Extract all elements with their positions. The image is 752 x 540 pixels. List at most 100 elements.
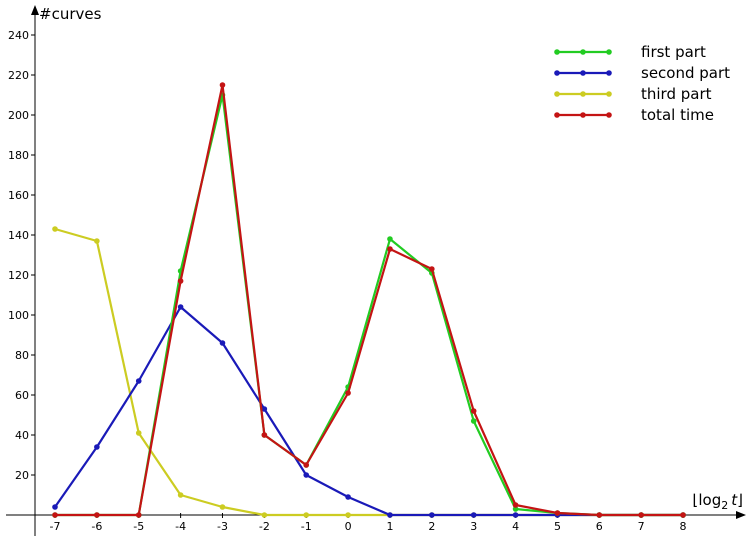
y-tick-label: 140 — [8, 229, 29, 242]
data-point-third-part — [135, 430, 142, 436]
legend-swatch-point — [606, 91, 612, 97]
legend-swatch-point — [580, 70, 586, 76]
y-tick-label: 120 — [8, 269, 29, 282]
data-point-total-time — [345, 390, 351, 396]
data-point-total-time — [638, 512, 644, 518]
legend-swatch-point — [554, 70, 560, 76]
legend-item-second-part: second part — [554, 64, 730, 82]
legend: first part second part third part total tim… — [554, 43, 730, 124]
x-tick-label: -7 — [50, 520, 61, 533]
data-point-total-time — [52, 512, 58, 518]
data-point-second-part — [261, 406, 268, 412]
data-point-total-time — [261, 432, 268, 438]
x-tick-label: -4 — [175, 520, 186, 533]
x-axis-label-subscript: 2 — [721, 499, 728, 512]
y-axis-arrow — [31, 5, 39, 15]
legend-label: third part — [641, 85, 712, 103]
x-tick-label: 3 — [470, 520, 477, 533]
legend-label: total time — [641, 106, 714, 124]
data-point-second-part — [177, 304, 184, 310]
data-point-total-time — [177, 278, 184, 284]
data-point-second-part — [94, 444, 100, 450]
series-layer — [52, 82, 686, 518]
data-point-total-time — [94, 512, 100, 518]
y-tick-label: 20 — [15, 469, 29, 482]
data-point-third-part — [219, 504, 226, 510]
legend-item-first-part: first part — [554, 43, 706, 61]
data-point-second-part — [219, 340, 226, 346]
x-tick-label: 6 — [596, 520, 603, 533]
data-point-total-time — [596, 512, 603, 518]
legend-item-third-part: third part — [554, 85, 712, 103]
y-tick-label: 160 — [8, 189, 29, 202]
legend-swatch-point — [554, 91, 560, 97]
data-point-third-part — [177, 492, 184, 498]
data-point-total-time — [135, 512, 142, 518]
x-tick-label: 2 — [428, 520, 435, 533]
data-point-third-part — [345, 512, 351, 518]
data-point-total-time — [303, 462, 310, 468]
data-point-first-part — [512, 506, 519, 512]
data-point-third-part — [303, 512, 310, 518]
series-total-time — [52, 82, 686, 518]
legend-swatch-point — [606, 49, 612, 55]
data-point-second-part — [512, 512, 519, 518]
data-point-second-part — [345, 494, 351, 500]
data-point-total-time — [387, 246, 393, 252]
x-tick-label: -6 — [91, 520, 102, 533]
legend-label: first part — [641, 43, 706, 61]
legend-item-total-time: total time — [554, 106, 714, 124]
y-tick-label: 180 — [8, 149, 29, 162]
x-axis-label-variable: t — [731, 491, 738, 509]
data-point-total-time — [429, 266, 435, 272]
x-axis-label-floor-left: ⌊log — [693, 491, 722, 509]
x-tick-label: -3 — [217, 520, 228, 533]
x-axis-label: ⌊log2 t⌋ — [693, 491, 743, 512]
series-line-total-time — [55, 83, 683, 517]
y-tick-label: 60 — [15, 389, 29, 402]
y-tick-label: 80 — [15, 349, 29, 362]
x-tick-label: 1 — [386, 520, 393, 533]
data-point-total-time — [680, 512, 686, 518]
data-point-second-part — [303, 472, 310, 478]
y-axis-label: #curves — [39, 5, 102, 23]
data-point-first-part — [470, 418, 477, 424]
data-point-second-part — [429, 512, 435, 518]
data-point-total-time — [512, 502, 519, 508]
x-tick-label: 4 — [512, 520, 519, 533]
x-axis-arrow — [736, 511, 746, 519]
y-tick-label: 40 — [15, 429, 29, 442]
data-point-second-part — [387, 512, 393, 518]
legend-swatch-point — [580, 91, 586, 97]
x-axis-label-floor-right: ⌋ — [737, 491, 743, 509]
legend-swatch-point — [580, 112, 586, 118]
data-point-second-part — [135, 378, 142, 384]
legend-swatch-point — [606, 70, 612, 76]
legend-swatch-point — [554, 49, 560, 55]
legend-swatch-point — [580, 49, 586, 55]
y-tick-label: 200 — [8, 109, 29, 122]
x-axis-ticks: -7 -6 -5 -4 -3 -2 -1 0 1 2 3 4 5 6 7 8 — [50, 513, 687, 533]
legend-label: second part — [641, 64, 730, 82]
data-point-second-part — [470, 512, 477, 518]
x-tick-label: -2 — [259, 520, 270, 533]
data-point-third-part — [52, 226, 58, 232]
x-tick-label: 5 — [554, 520, 561, 533]
data-point-total-time — [554, 510, 561, 516]
data-point-third-part — [261, 512, 268, 518]
legend-swatch-point — [554, 112, 560, 118]
data-point-total-time — [470, 408, 477, 414]
x-tick-label: 8 — [680, 520, 687, 533]
x-tick-label: 7 — [638, 520, 645, 533]
x-tick-label: 0 — [345, 520, 352, 533]
x-tick-label: -5 — [133, 520, 144, 533]
x-tick-label: -1 — [301, 520, 312, 533]
y-tick-label: 100 — [8, 309, 29, 322]
legend-swatch-point — [606, 112, 612, 118]
data-point-first-part — [387, 236, 393, 242]
data-point-third-part — [94, 238, 100, 244]
y-axis-ticks: 20 40 60 80 100 120 140 160 180 200 220 240 — [8, 29, 35, 482]
data-point-second-part — [52, 504, 58, 510]
